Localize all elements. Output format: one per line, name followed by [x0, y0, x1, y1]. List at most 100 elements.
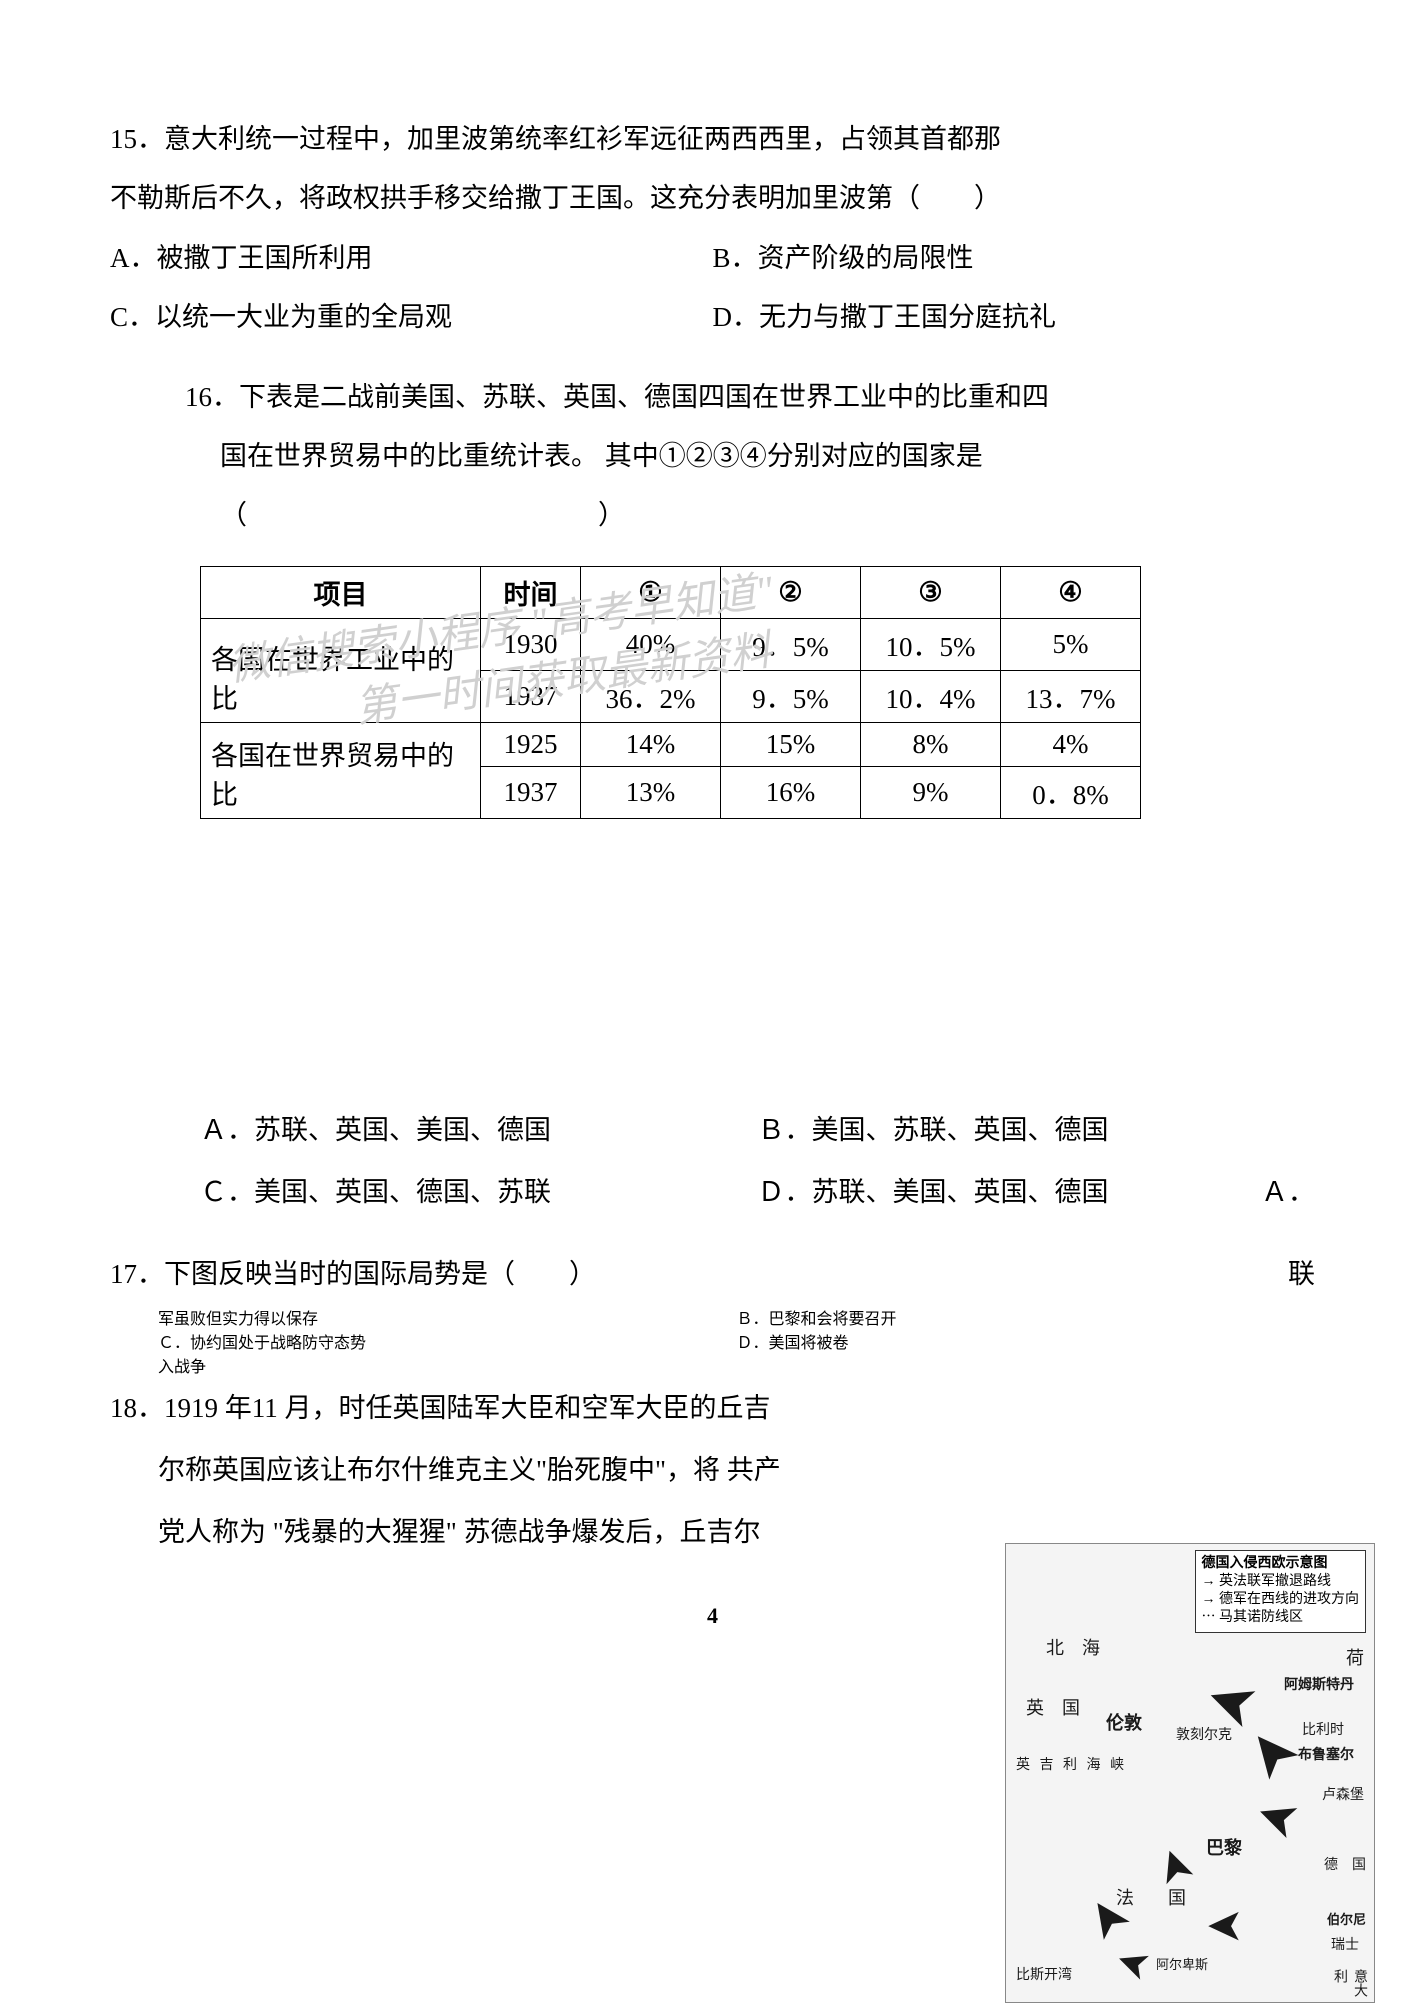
q16-opt-d: Ｄ．苏联、美国、英国、德国: [758, 1161, 1256, 1223]
arrow-icon: ➤: [1206, 1904, 1244, 1949]
th-3: ③: [861, 566, 1001, 618]
q15-options-row2: C．以统一大业为重的全局观 D．无力与撒丁王国分庭抗礼: [110, 288, 1315, 347]
cell: 13%: [581, 766, 721, 818]
cell: 40%: [581, 618, 721, 670]
map-label-aerbei: 阿尔卑斯: [1156, 1954, 1208, 1973]
q17-d-cont: 入战争: [158, 1353, 1315, 1377]
map-title-box: 德国入侵西欧示意图 → 英法联军撤退路线 → 德军在西线的进攻方向 ⋯ 马其诺防…: [1195, 1550, 1367, 1633]
question-16: 16．下表是二战前美国、苏联、英国、德国四国在世界工业中的比重和四 国在世界贸易…: [110, 368, 1315, 1223]
map-legend3: ⋯ 马其诺防线区: [1202, 1609, 1360, 1627]
q16-line1: 16．下表是二战前美国、苏联、英国、德国四国在世界工业中的比重和四: [110, 368, 1315, 427]
q16-options-row1: Ａ．苏联、英国、美国、德国 Ｂ．美国、苏联、英国、德国: [200, 1099, 1315, 1161]
q18-line1: 1919 年11 月，时任英国陆军大臣和空军大臣的丘吉: [164, 1393, 771, 1423]
map-label-beihai: 北 海: [1046, 1634, 1100, 1660]
q17-options: 军虽败但实力得以保存 Ｂ．巴黎和会将要召开 Ｃ．协约国处于战略防守态势 Ｄ．美国…: [110, 1305, 1315, 1377]
map-figure: 德国入侵西欧示意图 → 英法联军撤退路线 → 德军在西线的进攻方向 ⋯ 马其诺防…: [1005, 1543, 1375, 2003]
q15-opt-a: A．被撒丁王国所利用: [110, 229, 713, 288]
q17-number: 17．: [110, 1259, 164, 1289]
cell: 5%: [1001, 618, 1141, 670]
cell: 16%: [721, 766, 861, 818]
q16-line3: （ ）: [110, 486, 1315, 545]
q17-stem: 17．下图反映当时的国际局势是（ ）: [110, 1243, 1255, 1305]
spacer: [110, 839, 1315, 1099]
cell: 0．8%: [1001, 766, 1141, 818]
q18-line2: 尔称英国应该让布尔什维克主义"胎死腹中"，将 共产: [110, 1439, 1315, 1501]
q16-text1: 下表是二战前美国、苏联、英国、德国四国在世界工业中的比重和四: [239, 382, 1049, 412]
question-15: 15．意大利统一过程中，加里波第统率红衫军远征两西西里，占领其首都那 不勒斯后不…: [110, 110, 1315, 348]
q18-line1-wrap: 18．1919 年11 月，时任英国陆军大臣和空军大臣的丘吉: [110, 1377, 1315, 1439]
q16-opt-d-wrap: Ｄ．苏联、美国、英国、德国 Ａ．: [758, 1161, 1316, 1223]
q17-side-lian: 联: [1255, 1243, 1315, 1305]
q15-line1: 15．意大利统一过程中，加里波第统率红衫军远征两西西里，占领其首都那: [110, 110, 1315, 169]
cell: 8%: [861, 722, 1001, 766]
q18-number: 18．: [110, 1393, 164, 1423]
arrow-icon: ➤: [1197, 1667, 1265, 1741]
cell: 36．2%: [581, 670, 721, 722]
q17-opt-d: Ｄ．美国将被卷: [737, 1329, 1316, 1353]
q16-opt-b: Ｂ．美国、苏联、英国、德国: [758, 1099, 1316, 1161]
q15-line2: 不勒斯后不久，将政权拱手移交给撒丁王国。这充分表明加里波第（ ）: [110, 169, 1315, 228]
map-label-boerni: 伯尔尼: [1327, 1909, 1366, 1928]
cell: 9．5%: [721, 618, 861, 670]
row-trade-label: 各国在世界贸易中的比: [201, 722, 481, 818]
map-legend1: → 英法联军撤退路线: [1202, 1573, 1360, 1591]
q17-side-a: Ａ．: [1255, 1161, 1315, 1223]
q16-table-wrap: 项目 时间 ① ② ③ ④ 各国在世界工业中的比 1930 40% 9．5% 1…: [200, 566, 1315, 819]
cell: 1930: [481, 618, 581, 670]
q17-row1: 军虽败但实力得以保存 Ｂ．巴黎和会将要召开: [158, 1305, 1315, 1329]
cell: 1937: [481, 670, 581, 722]
q17-stem-row: 17．下图反映当时的国际局势是（ ） 联: [110, 1243, 1315, 1305]
q16-number: 16．: [185, 382, 239, 412]
q16-table: 项目 时间 ① ② ③ ④ 各国在世界工业中的比 1930 40% 9．5% 1…: [200, 566, 1141, 819]
map-label-bali: 巴黎: [1206, 1834, 1242, 1860]
cell: 9%: [861, 766, 1001, 818]
q17-opt-c: Ｃ．协约国处于战略防守态势: [158, 1329, 737, 1353]
cell: 15%: [721, 722, 861, 766]
q17-opt-b: Ｂ．巴黎和会将要召开: [737, 1305, 1316, 1329]
table-header-row: 项目 时间 ① ② ③ ④: [201, 566, 1141, 618]
map-legend2: → 德军在西线的进攻方向: [1202, 1591, 1360, 1609]
table-row: 各国在世界工业中的比 1930 40% 9．5% 10．5% 5%: [201, 618, 1141, 670]
cell: 14%: [581, 722, 721, 766]
q16-options-row2: Ｃ．美国、英国、德国、苏联 Ｄ．苏联、美国、英国、德国 Ａ．: [200, 1161, 1315, 1223]
q16-opt-a: Ａ．苏联、英国、美国、德国: [200, 1099, 758, 1161]
map-label-yingguo: 英 国: [1026, 1694, 1080, 1720]
cell: 1925: [481, 722, 581, 766]
q17-row2: Ｃ．协约国处于战略防守态势 Ｄ．美国将被卷: [158, 1329, 1315, 1353]
q15-text1: 意大利统一过程中，加里波第统率红衫军远征两西西里，占领其首都那: [164, 124, 1001, 154]
q15-options-row1: A．被撒丁王国所利用 B．资产阶级的局限性: [110, 229, 1315, 288]
map-label-bilishi: 比利时: [1302, 1719, 1344, 1739]
q16-opt-c: Ｃ．美国、英国、德国、苏联: [200, 1161, 758, 1223]
map-label-hailixia: 英 吉 利 海 峡: [1016, 1754, 1127, 1774]
map-label-deguo: 德 国: [1324, 1854, 1366, 1874]
cell: 10．4%: [861, 670, 1001, 722]
map-title: 德国入侵西欧示意图: [1202, 1555, 1360, 1573]
th-time: 时间: [481, 566, 581, 618]
q16-line2: 国在世界贸易中的比重统计表。 其中①②③④分别对应的国家是: [110, 427, 1315, 486]
th-1: ①: [581, 566, 721, 618]
q15-number: 15．: [110, 124, 164, 154]
th-4: ④: [1001, 566, 1141, 618]
arrow-icon: ➤: [1147, 1841, 1202, 1892]
th-project: 项目: [201, 566, 481, 618]
q17-a-cont: 军虽败但实力得以保存: [158, 1305, 737, 1329]
q15-opt-c: C．以统一大业为重的全局观: [110, 288, 713, 347]
q16-options: Ａ．苏联、英国、美国、德国 Ｂ．美国、苏联、英国、德国 Ｃ．美国、英国、德国、苏…: [110, 1099, 1315, 1223]
table-row: 各国在世界贸易中的比 1925 14% 15% 8% 4%: [201, 722, 1141, 766]
arrow-icon: ➤: [1110, 1939, 1155, 1988]
map-label-yidali: 意大利: [1329, 1969, 1369, 2002]
map-label-bisikaiwang: 比斯开湾: [1016, 1964, 1072, 1984]
arrow-icon: ➤: [1249, 1788, 1305, 1849]
th-2: ②: [721, 566, 861, 618]
map-label-lundun: 伦敦: [1106, 1709, 1142, 1735]
map-label-amst: 阿姆斯特丹: [1284, 1674, 1354, 1694]
cell: 4%: [1001, 722, 1141, 766]
cell: 9．5%: [721, 670, 861, 722]
cell: 1937: [481, 766, 581, 818]
row-industry-label: 各国在世界工业中的比: [201, 618, 481, 722]
map-label-he: 荷: [1346, 1644, 1364, 1670]
cell: 10．5%: [861, 618, 1001, 670]
map-label-lusen: 卢森堡: [1322, 1784, 1364, 1804]
cell: 13．7%: [1001, 670, 1141, 722]
q15-opt-b: B．资产阶级的局限性: [713, 229, 1316, 288]
